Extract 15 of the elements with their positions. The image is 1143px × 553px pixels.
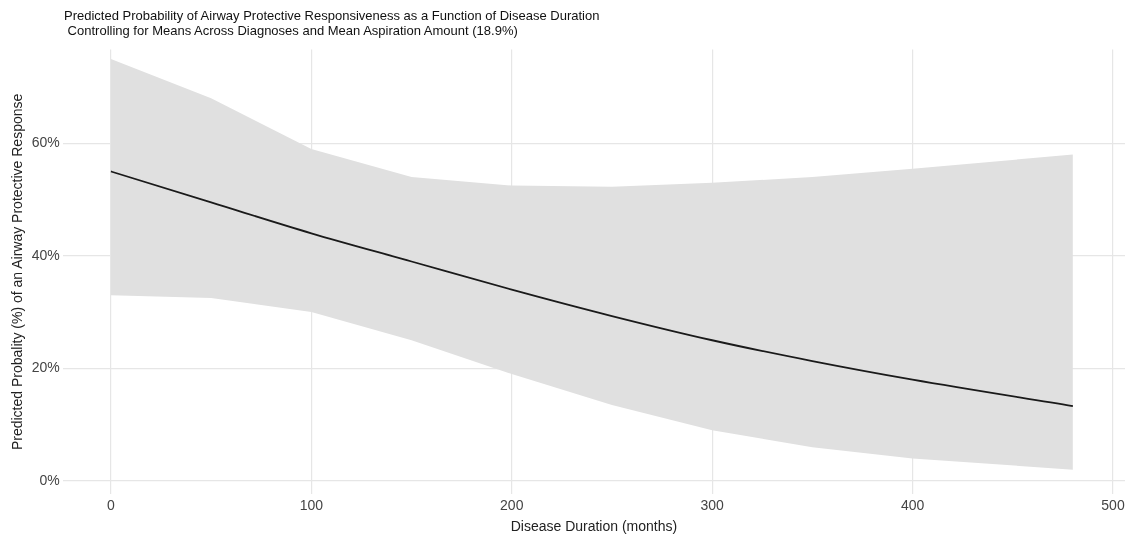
x-tick-label: 200 — [500, 496, 524, 513]
y-tick-label: 20% — [31, 359, 60, 376]
x-tick-label: 100 — [299, 496, 324, 513]
y-axis-title: Predicted Probality (%) of an Airway Protective Response — [9, 93, 26, 451]
chart-subtitle: Controlling for Means Across Diagnoses and Mean Aspiration Amount (18.9%) — [66, 23, 519, 38]
x-tick-label: 0 — [107, 496, 116, 513]
y-tick-label: 60% — [31, 134, 60, 151]
y-tick-label: 40% — [31, 246, 60, 263]
x-tick-label: 300 — [700, 496, 725, 513]
line-series — [110, 170, 1074, 407]
x-axis-title: Disease Duration (months) — [510, 518, 678, 535]
y-tick-label: 0% — [39, 471, 60, 488]
x-tick-label: 500 — [1101, 496, 1125, 513]
chart-title: Predicted Probability of Airway Protective Responsiveness as a Function of Disease Duration — [63, 8, 601, 23]
x-tick-label: 400 — [900, 496, 925, 513]
